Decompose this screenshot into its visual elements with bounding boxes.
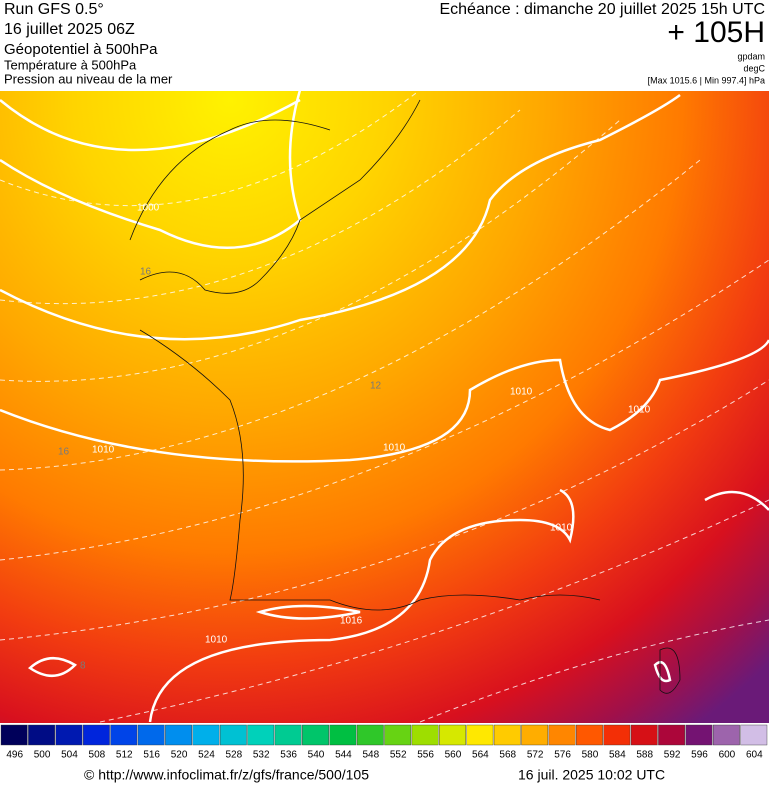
colorbar-swatch <box>521 724 549 746</box>
colorbar-swatch <box>28 724 55 746</box>
colorbar-label: 572 <box>527 750 544 761</box>
valid-time: Echéance : dimanche 20 juillet 2025 15h … <box>439 1 765 18</box>
colorbar-swatch <box>110 724 138 746</box>
coastlines <box>129 99 681 694</box>
colorbar-label: 512 <box>116 750 133 761</box>
colorbar-label: 500 <box>34 750 51 761</box>
colorbar-swatch <box>466 724 494 746</box>
colorbar-label: 576 <box>554 750 571 761</box>
colorbar-swatch <box>548 724 576 746</box>
isobars <box>0 89 769 723</box>
colorbar-swatch <box>630 724 658 746</box>
timestamp: 16 juil. 2025 10:02 UTC <box>518 767 665 783</box>
colorbar-label: 504 <box>61 750 78 761</box>
temperature-field <box>0 91 769 723</box>
contour-label: 1010 <box>510 387 533 398</box>
run-title: Run GFS 0.5° <box>4 1 104 18</box>
colorbar-label: 496 <box>6 750 23 761</box>
colorbar-swatch <box>219 724 247 746</box>
colorbar-swatch <box>0 724 28 746</box>
contour-label: 1010 <box>628 405 651 416</box>
layer-label: Pression au niveau de la mer <box>4 71 173 86</box>
colorbar-swatch <box>329 724 357 746</box>
contour-label: 1010 <box>383 443 406 454</box>
colorbar-swatch <box>685 724 713 746</box>
colorbar-label: 568 <box>499 750 516 761</box>
colorbar-label: 584 <box>609 750 626 761</box>
colorbar: 496 500 504 508 512 516 520 524 528 532 536 540 544 5… <box>0 724 768 761</box>
colorbar-swatch <box>713 724 740 746</box>
unit-label: degC <box>743 63 765 73</box>
colorbar-label: 520 <box>171 750 188 761</box>
colorbar-swatch <box>411 724 439 746</box>
colorbar-label: 536 <box>280 750 297 761</box>
contour-label: 12 <box>370 381 382 392</box>
colorbar-label: 560 <box>445 750 462 761</box>
colorbar-label: 592 <box>664 750 681 761</box>
colorbar-swatch <box>192 724 220 746</box>
colorbar-swatch <box>165 724 192 746</box>
colorbar-swatch <box>384 724 412 746</box>
colorbar-swatch <box>55 724 83 746</box>
colorbar-label: 548 <box>362 750 379 761</box>
unit-label: gpdam <box>737 51 765 61</box>
contour-label: 1016 <box>340 616 363 627</box>
colorbar-swatch <box>439 724 466 746</box>
contour-label: 1010 <box>205 635 228 646</box>
contour-label: 16 <box>140 267 152 278</box>
colorbar-label: 524 <box>198 750 215 761</box>
colorbar-swatch <box>302 724 329 746</box>
contour-label: 8 <box>80 661 86 672</box>
isotherms <box>0 89 769 723</box>
colorbar-label: 508 <box>89 750 106 761</box>
colorbar-swatch <box>82 724 110 746</box>
colorbar-swatch <box>576 724 603 746</box>
colorbar-label: 556 <box>417 750 434 761</box>
colorbar-swatch <box>274 724 302 746</box>
layer-label: Température à 500hPa <box>4 57 137 72</box>
colorbar-label: 532 <box>253 750 270 761</box>
colorbar-label: 596 <box>691 750 708 761</box>
map: 1000 1010 1010 1010 1010 1010 1010 1016 … <box>0 89 769 723</box>
colorbar-label: 528 <box>225 750 242 761</box>
colorbar-swatch <box>740 724 768 746</box>
colorbar-swatch <box>603 724 631 746</box>
colorbar-label: 580 <box>582 750 599 761</box>
colorbar-label: 604 <box>746 750 763 761</box>
colorbar-label: 588 <box>636 750 653 761</box>
contour-label: 1010 <box>550 523 573 534</box>
colorbar-label: 564 <box>472 750 489 761</box>
colorbar-label: 544 <box>335 750 352 761</box>
colorbar-swatch <box>247 724 275 746</box>
colorbar-swatch <box>493 724 521 746</box>
colorbar-label: 552 <box>390 750 407 761</box>
colorbar-label: 540 <box>308 750 325 761</box>
contour-label: 1000 <box>137 203 160 214</box>
colorbar-swatch <box>356 724 384 746</box>
run-date: 16 juillet 2025 06Z <box>4 21 135 38</box>
layer-label: Géopotentiel à 500hPa <box>4 41 158 58</box>
pressure-range: [Max 1015.6 | Min 997.4] hPa <box>648 75 765 85</box>
contour-label: 16 <box>58 447 70 458</box>
colorbar-label: 600 <box>719 750 736 761</box>
colorbar-label: 516 <box>143 750 160 761</box>
source-url: © http://www.infoclimat.fr/z/gfs/france/… <box>84 767 369 783</box>
colorbar-swatch <box>658 724 686 746</box>
contour-label: 1010 <box>92 445 115 456</box>
lead-time: + 105H <box>667 16 765 49</box>
colorbar-swatch <box>137 724 165 746</box>
